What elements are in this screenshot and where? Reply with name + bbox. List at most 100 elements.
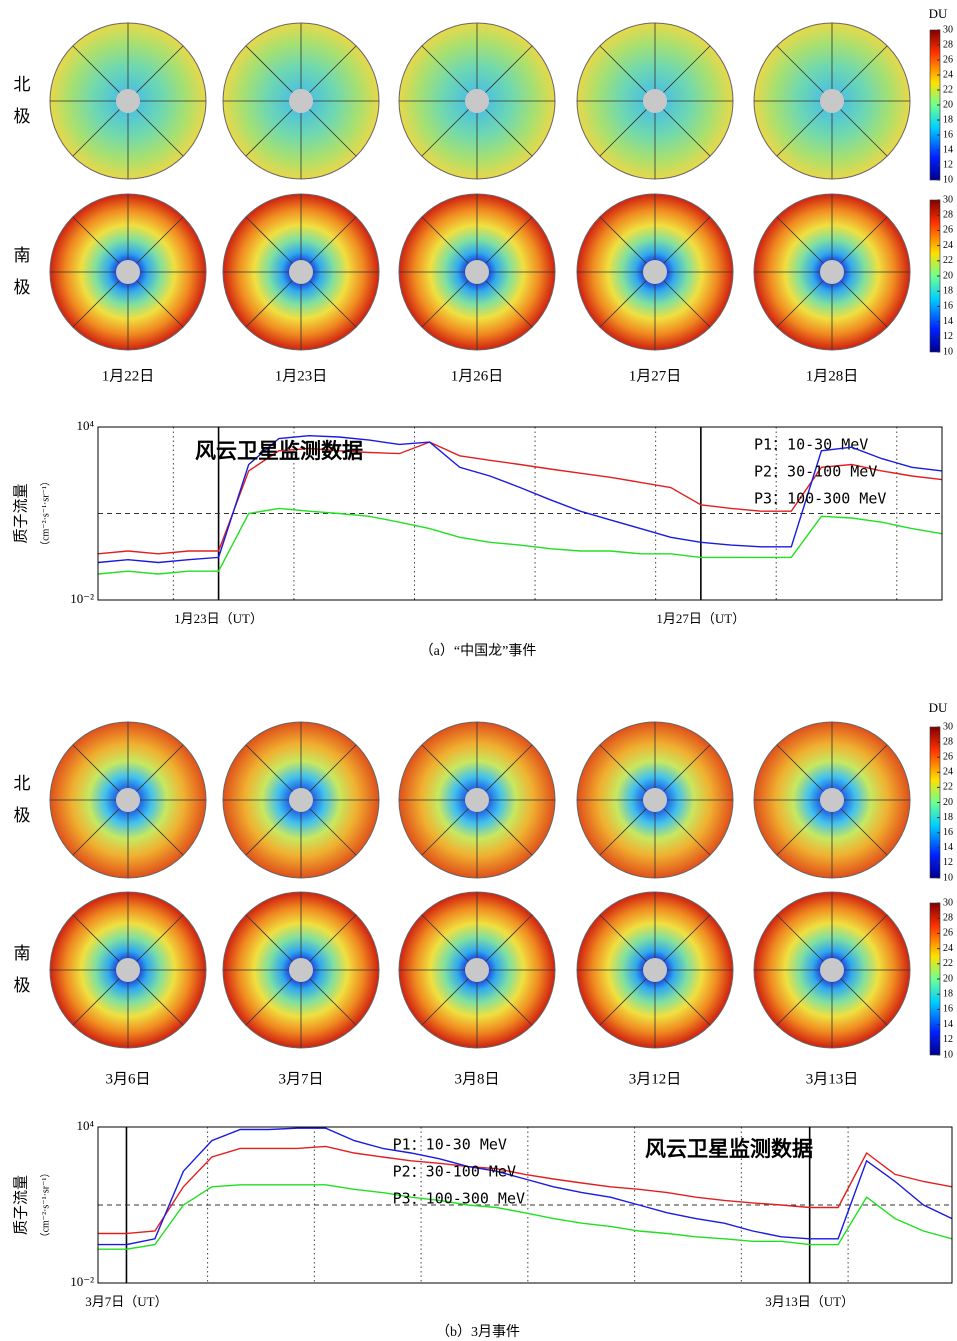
series-line [98, 508, 942, 574]
pole-label: 北 [14, 75, 31, 94]
colorbar-tick-label: 24 [943, 767, 953, 778]
caption: （a）“中国龙”事件 [420, 643, 537, 659]
colorbar-tick-label: 10 [943, 346, 953, 357]
date-label: 1月23日 [275, 368, 328, 384]
pole-cap [820, 89, 844, 113]
annotation: 风云卫星监测数据 [645, 1137, 813, 1161]
colorbar-tick-label: 18 [943, 988, 953, 999]
pole-cap [465, 788, 489, 812]
colorbar-tick-label: 30 [943, 721, 953, 732]
colorbar-tick-label: 24 [943, 943, 953, 954]
pole-label: 极 [14, 806, 31, 825]
pole-cap [289, 260, 313, 284]
colorbar-tick-label: 30 [943, 24, 953, 35]
colorbar-tick-label: 28 [943, 39, 953, 50]
colorbar-tick-label: 10 [943, 872, 953, 883]
legend-entry: P1：10-30 MeV [754, 436, 868, 454]
colorbar-tick-label: 26 [943, 751, 953, 762]
legend-entry: P3：100-300 MeV [393, 1190, 525, 1208]
pole-label: 北 [14, 774, 31, 793]
pole-cap [289, 788, 313, 812]
x-tick-label: 1月23日（UT） [174, 611, 263, 626]
caption: （b）3月事件 [436, 1324, 520, 1340]
y-axis-label: 质子流量 [12, 1175, 29, 1235]
pole-cap [116, 260, 140, 284]
colorbar-tick-label: 20 [943, 270, 953, 281]
colorbar-tick-label: 26 [943, 225, 953, 236]
colorbar-tick-label: 12 [943, 857, 953, 868]
date-label: 1月22日 [102, 368, 155, 384]
colorbar-tick-label: 10 [943, 174, 953, 185]
colorbar-tick-label: 22 [943, 255, 953, 266]
colorbar-tick-label: 24 [943, 240, 953, 251]
annotation: 风云卫星监测数据 [195, 439, 363, 463]
pole-cap [116, 958, 140, 982]
date-label: 3月7日 [278, 1071, 323, 1087]
y-tick-label: 10⁻² [70, 591, 94, 606]
colorbar-tick-label: 28 [943, 209, 953, 220]
pole-cap [643, 958, 667, 982]
colorbar-tick-label: 30 [943, 194, 953, 205]
pole-cap [820, 788, 844, 812]
x-tick-label: 3月13日（UT） [765, 1294, 854, 1309]
x-tick-label: 1月27日（UT） [656, 611, 745, 626]
pole-cap [289, 958, 313, 982]
legend-entry: P2：30-100 MeV [754, 463, 877, 481]
colorbar-tick-label: 12 [943, 1034, 953, 1045]
pole-cap [643, 89, 667, 113]
pole-cap [289, 89, 313, 113]
y-tick-label: 10⁻² [70, 1274, 94, 1289]
colorbar-tick-label: 28 [943, 912, 953, 923]
x-tick-label: 3月7日（UT） [85, 1294, 167, 1309]
pole-cap [820, 260, 844, 284]
colorbar-tick-label: 14 [943, 144, 953, 155]
colorbar-tick-label: 24 [943, 69, 953, 80]
colorbar-tick-label: 28 [943, 736, 953, 747]
pole-cap [643, 788, 667, 812]
colorbar-tick-label: 16 [943, 301, 953, 312]
pole-cap [820, 958, 844, 982]
colorbar-tick-label: 20 [943, 973, 953, 984]
colorbar-tick-label: 14 [943, 1019, 953, 1030]
pole-cap [116, 788, 140, 812]
pole-cap [465, 958, 489, 982]
legend-entry: P1：10-30 MeV [393, 1136, 507, 1154]
pole-label: 极 [14, 976, 31, 995]
pole-label: 南 [14, 246, 31, 265]
colorbar-tick-label: 30 [943, 897, 953, 908]
pole-label: 极 [14, 107, 31, 126]
date-label: 3月8日 [454, 1071, 499, 1087]
colorbar-tick-label: 18 [943, 114, 953, 125]
colorbar-tick-label: 26 [943, 54, 953, 65]
colorbar-tick-label: 16 [943, 827, 953, 838]
colorbar-tick-label: 16 [943, 129, 953, 140]
colorbar-tick-label: 26 [943, 928, 953, 939]
pole-label: 南 [14, 944, 31, 963]
colorbar-tick-label: 22 [943, 958, 953, 969]
colorbar-tick-label: 12 [943, 159, 953, 170]
y-axis-unit: （cm⁻²·s⁻¹·sr⁻¹） [39, 476, 51, 551]
legend-entry: P3：100-300 MeV [754, 490, 886, 508]
colorbar-tick-label: 22 [943, 84, 953, 95]
date-label: 3月6日 [105, 1071, 150, 1087]
colorbar-tick-label: 18 [943, 285, 953, 296]
pole-cap [116, 89, 140, 113]
date-label: 1月28日 [806, 368, 859, 384]
colorbar-tick-label: 10 [943, 1049, 953, 1060]
colorbar-tick-label: 22 [943, 782, 953, 793]
legend-entry: P2：30-100 MeV [393, 1163, 516, 1181]
colorbar-tick-label: 16 [943, 1004, 953, 1015]
colorbar-tick-label: 14 [943, 842, 953, 853]
pole-cap [465, 89, 489, 113]
y-axis-unit: （cm⁻²·s⁻¹·sr⁻¹） [39, 1168, 51, 1243]
colorbar-tick-label: 18 [943, 812, 953, 823]
figure: 北极1012141618202224262830DU南极101214161820… [0, 0, 957, 1341]
pole-cap [465, 260, 489, 284]
colorbar-tick-label: 12 [943, 331, 953, 342]
colorbar-tick-label: 20 [943, 797, 953, 808]
colorbar-title: DU [929, 6, 948, 21]
colorbar-tick-label: 14 [943, 316, 953, 327]
y-tick-label: 10⁴ [76, 418, 94, 433]
date-label: 1月26日 [451, 368, 504, 384]
colorbar-tick-label: 20 [943, 99, 953, 110]
